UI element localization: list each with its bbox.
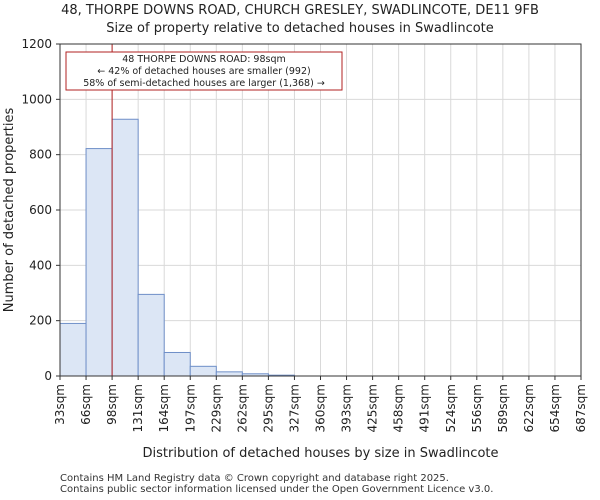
y-tick-label: 1000	[21, 92, 52, 106]
x-tick-label: 458sqm	[392, 384, 406, 432]
plot-frame	[59, 43, 582, 377]
chart-subtitle: Size of property relative to detached ho…	[106, 21, 494, 36]
x-tick-label: 164sqm	[157, 384, 171, 432]
histogram-bar	[215, 371, 243, 377]
histogram-bar	[137, 293, 165, 377]
annotation-line-2: ← 42% of detached houses are smaller (99…	[97, 66, 310, 77]
x-tick-label: 491sqm	[418, 384, 432, 432]
y-tick-label: 600	[29, 203, 52, 217]
x-tick-label: 33sqm	[53, 384, 67, 425]
x-tick-label: 556sqm	[470, 384, 484, 432]
x-tick-label: 262sqm	[235, 384, 249, 432]
x-tick-label: 687sqm	[574, 384, 588, 432]
y-tick-label: 0	[44, 369, 52, 383]
bars	[59, 118, 295, 377]
footer-line-2: Contains public sector information licen…	[60, 484, 494, 495]
annotation-box-frame	[65, 51, 343, 91]
histogram-bar	[189, 365, 217, 377]
x-axis-label: Distribution of detached houses by size …	[143, 446, 499, 461]
annotation-box: 48 THORPE DOWNS ROAD: 98sqm ← 42% of det…	[65, 51, 343, 91]
x-tick-label: 295sqm	[261, 384, 275, 432]
footer-line-1: Contains HM Land Registry data © Crown c…	[60, 473, 449, 484]
x-tick-label: 66sqm	[79, 384, 93, 425]
annotation-line-1: 48 THORPE DOWNS ROAD: 98sqm	[122, 54, 286, 65]
x-axis-ticks: 33sqm 66sqm 98sqm 131sqm 164sqm 197sqm 229sqm 2…	[53, 376, 588, 432]
x-tick-label: 654sqm	[548, 384, 562, 432]
x-tick-label: 393sqm	[340, 384, 354, 432]
x-tick-label: 360sqm	[314, 384, 328, 432]
y-tick-label: 1200	[21, 37, 52, 51]
y-axis-ticks: 0 200 400 600 800 1000 1200	[21, 37, 60, 383]
x-tick-label: 131sqm	[131, 384, 145, 432]
x-tick-label: 98sqm	[105, 384, 119, 425]
y-axis-label: Number of detached properties	[2, 108, 17, 313]
x-tick-label: 327sqm	[287, 384, 301, 432]
x-tick-label: 229sqm	[209, 384, 223, 432]
y-tick-label: 800	[29, 148, 52, 162]
annotation-line-3: 58% of semi-detached houses are larger (…	[83, 78, 325, 89]
x-tick-label: 622sqm	[522, 384, 536, 432]
x-tick-label: 589sqm	[496, 384, 510, 432]
y-tick-label: 200	[29, 314, 52, 328]
x-tick-label: 425sqm	[366, 384, 380, 432]
x-tick-label: 197sqm	[183, 384, 197, 432]
histogram-bar	[85, 148, 113, 377]
x-tick-label: 524sqm	[444, 384, 458, 432]
chart-title: 48, THORPE DOWNS ROAD, CHURCH GRESLEY, S…	[61, 3, 539, 18]
histogram-bar	[163, 351, 191, 377]
histogram-bar	[111, 118, 139, 377]
histogram-bar	[59, 322, 87, 377]
y-tick-label: 400	[29, 258, 52, 272]
